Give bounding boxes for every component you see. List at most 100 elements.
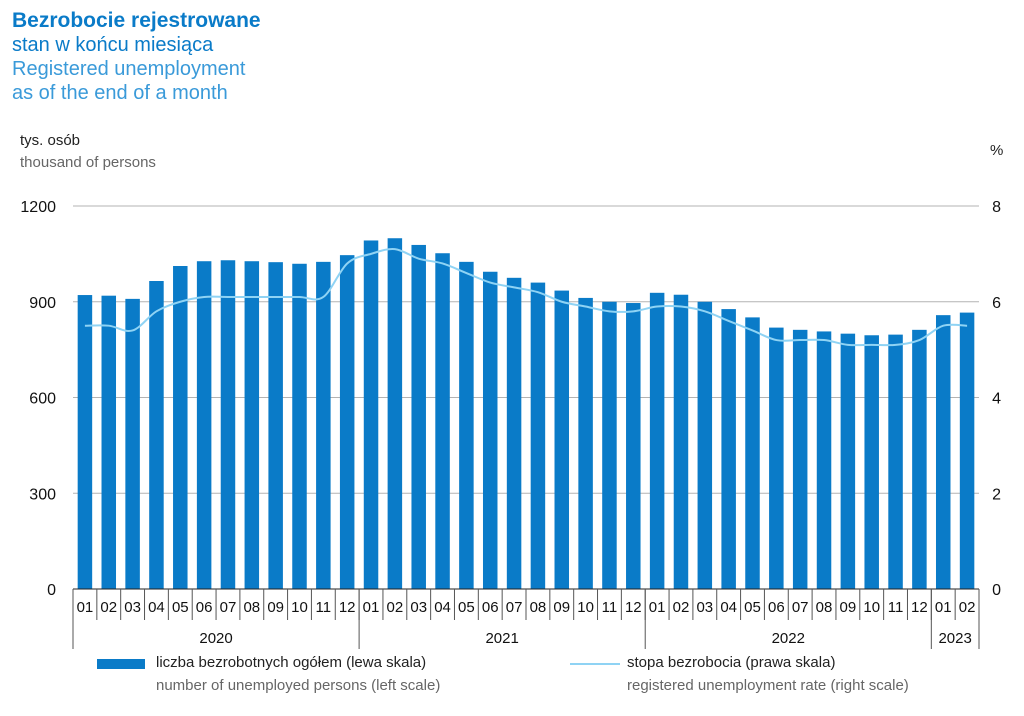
left-tick-label: 300 [29,486,56,503]
bar [864,335,879,589]
bar [578,297,593,589]
bar [411,244,426,589]
bar [387,238,403,589]
month-tick-label: 07 [506,599,523,616]
bar [554,290,570,589]
month-tick-label: 06 [768,599,785,616]
month-tick-label: 10 [863,599,880,616]
chart-subtitle-pl: stan w końcu miesiąca [12,34,214,57]
month-tick-label: 05 [744,599,761,616]
bar [816,331,832,589]
legend-line: stopa bezrobocia (prawa skala) registere… [627,652,909,697]
month-tick-label: 04 [720,599,737,616]
right-tick-label: 6 [992,295,1001,312]
bar [149,281,164,589]
month-tick-label: 01 [77,599,94,616]
bar [649,292,665,589]
bar [244,261,260,589]
month-tick-label: 03 [696,599,713,616]
month-tick-label: 03 [410,599,427,616]
bar [196,261,212,589]
left-axis-unit: tys. osób thousand of persons [20,130,156,174]
month-tick-label: 12 [625,599,642,616]
bar [769,327,784,589]
bar [292,263,307,589]
left-tick-label: 0 [47,582,56,599]
month-tick-label: 10 [291,599,308,616]
bar [482,271,498,589]
month-tick-label: 02 [387,599,404,616]
year-label: 2022 [772,630,805,647]
month-tick-label: 09 [840,599,857,616]
left-axis-unit-en: thousand of persons [20,153,156,171]
bar [721,309,736,589]
bar [745,317,760,589]
bar [125,298,140,589]
month-tick-label: 06 [196,599,213,616]
month-tick-label: 12 [911,599,928,616]
bar [173,266,188,589]
month-tick-label: 03 [124,599,141,616]
right-tick-label: 4 [992,391,1001,408]
bar [363,240,379,589]
year-label: 2020 [199,630,232,647]
chart-subtitle-en: as of the end of a month [12,82,228,105]
right-tick-label: 8 [992,199,1001,216]
month-tick-label: 05 [458,599,475,616]
month-tick-label: 02 [100,599,117,616]
month-tick-label: 02 [959,599,976,616]
legend-bars: liczba bezrobotnych ogółem (lewa skala) … [156,652,440,697]
legend-line-label-pl: stopa bezrobocia (prawa skala) [627,654,836,671]
bar [888,334,903,589]
month-tick-label: 01 [363,599,380,616]
month-tick-label: 11 [888,599,904,616]
bar [77,295,93,589]
bar [101,295,117,589]
year-label: 2021 [485,630,518,647]
month-tick-label: 04 [434,599,451,616]
right-tick-label: 0 [992,582,1001,599]
bar [912,329,927,589]
bar [626,303,641,589]
bar [840,333,856,589]
bar [673,294,689,589]
bar [435,253,450,589]
month-tick-label: 12 [339,599,356,616]
left-tick-label: 600 [29,391,56,408]
month-tick-label: 02 [673,599,690,616]
legend-bars-label-pl: liczba bezrobotnych ogółem (lewa skala) [156,654,427,671]
bar [316,261,331,589]
month-tick-label: 09 [553,599,570,616]
bar [935,315,951,589]
bar [459,261,474,589]
bar [339,255,355,589]
right-tick-label: 2 [992,486,1001,503]
chart-title-pl: Bezrobocie rejestrowane [12,9,261,32]
bar [220,260,236,589]
month-tick-label: 06 [482,599,499,616]
rate-line [84,247,968,347]
month-tick-label: 08 [243,599,260,616]
bar [268,262,283,589]
month-tick-label: 01 [649,599,666,616]
legend-bars-label-en: number of unemployed persons (left scale… [156,676,441,694]
month-tick-label: 10 [577,599,594,616]
bar [530,282,546,589]
chart-title-en: Registered unemployment [12,58,246,81]
bar [792,329,808,589]
month-tick-label: 08 [530,599,547,616]
bar [506,277,522,589]
month-tick-label: 11 [316,599,332,616]
left-tick-label: 900 [29,295,56,312]
month-tick-label: 07 [220,599,237,616]
month-tick-label: 05 [172,599,189,616]
month-tick-label: 11 [602,599,618,616]
month-tick-label: 09 [267,599,284,616]
left-tick-label: 1200 [20,199,56,216]
month-tick-label: 01 [935,599,952,616]
right-axis-unit: % [990,142,1004,159]
year-label: 2023 [938,630,971,647]
bar [697,301,713,589]
legend-line-swatch [570,663,620,665]
